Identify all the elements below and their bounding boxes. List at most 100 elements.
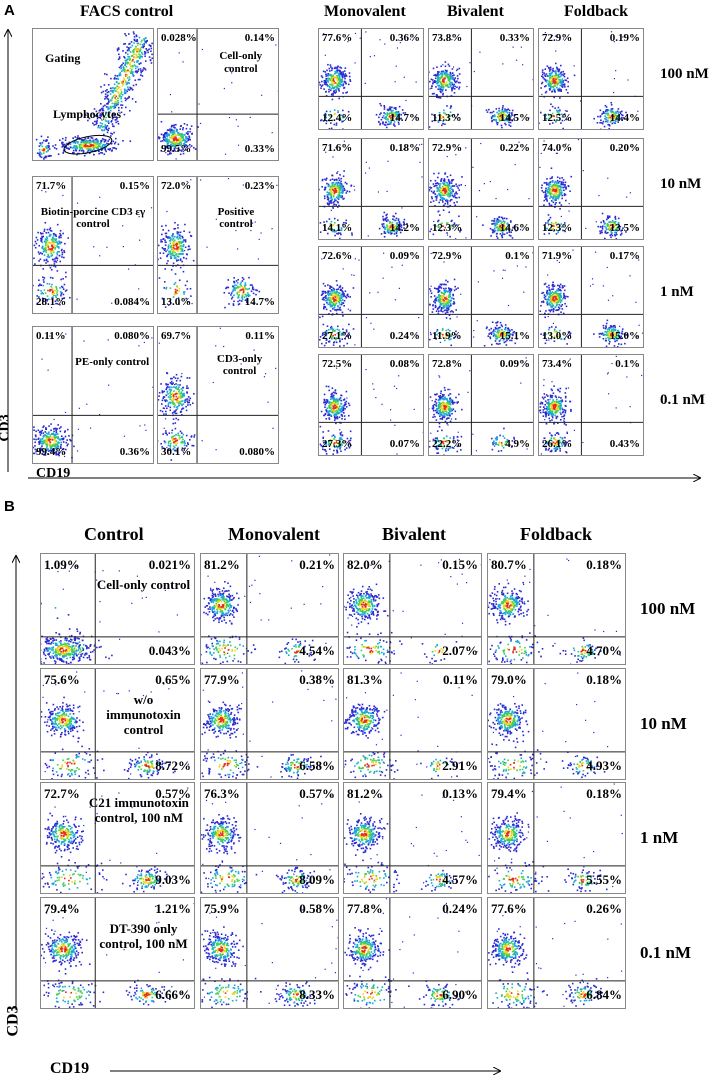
event-dot xyxy=(114,77,116,79)
event-dot xyxy=(176,253,178,255)
event-dot xyxy=(173,390,175,392)
event-dot xyxy=(175,377,177,379)
event-dot xyxy=(601,230,603,232)
event-dot xyxy=(444,203,446,205)
panel-label: A xyxy=(4,2,15,19)
event-dot xyxy=(173,243,175,245)
event-dot xyxy=(175,257,177,259)
event-dot xyxy=(334,188,336,190)
event-dot xyxy=(186,387,188,389)
event-dot xyxy=(129,43,131,45)
event-dot xyxy=(48,248,50,250)
event-dot xyxy=(133,42,135,44)
event-dot xyxy=(331,210,332,211)
event-dot xyxy=(62,195,63,196)
event-dot xyxy=(41,153,43,155)
event-dot xyxy=(510,125,512,127)
event-dot xyxy=(474,71,475,72)
event-dot xyxy=(382,225,384,227)
event-dot xyxy=(539,167,540,168)
event-dot xyxy=(487,111,489,113)
event-dot xyxy=(122,62,124,64)
event-dot xyxy=(35,241,37,243)
event-dot xyxy=(476,216,477,217)
event-dot xyxy=(94,313,95,314)
event-dot xyxy=(40,144,42,146)
event-dot xyxy=(465,147,466,148)
event-dot xyxy=(52,291,54,293)
event-dot xyxy=(47,240,49,242)
event-dot xyxy=(381,119,383,121)
event-dot xyxy=(144,55,146,57)
event-dot xyxy=(616,238,618,240)
event-dot xyxy=(174,133,176,135)
event-dot xyxy=(170,399,172,401)
event-dot xyxy=(168,135,170,137)
event-dot xyxy=(182,439,184,441)
event-dot xyxy=(443,239,445,240)
event-dot xyxy=(40,258,42,260)
event-dot xyxy=(498,108,500,110)
event-dot xyxy=(177,419,179,421)
event-dot xyxy=(609,124,611,126)
event-dot xyxy=(239,287,241,289)
event-dot xyxy=(344,78,346,80)
event-dot xyxy=(192,402,194,404)
event-dot xyxy=(180,400,182,402)
event-dot xyxy=(552,68,554,70)
event-dot xyxy=(512,237,514,239)
event-dot xyxy=(55,266,57,268)
event-dot xyxy=(345,92,347,94)
event-dot xyxy=(337,190,339,192)
event-dot xyxy=(237,248,238,249)
event-dot xyxy=(122,81,124,83)
event-dot xyxy=(583,170,584,171)
event-dot xyxy=(180,250,182,252)
event-dot xyxy=(565,182,567,184)
event-dot xyxy=(440,199,442,201)
event-dot xyxy=(61,143,63,145)
event-dot xyxy=(334,218,336,220)
event-dot xyxy=(554,182,556,184)
event-dot xyxy=(495,119,497,121)
event-dot xyxy=(130,72,132,74)
event-dot xyxy=(79,145,81,147)
event-dot xyxy=(135,84,137,86)
event-dot xyxy=(122,140,124,142)
event-dot xyxy=(38,429,40,431)
event-dot xyxy=(493,111,495,113)
quadrant-lr: 14.5% xyxy=(500,112,530,124)
quadrant-ll: 99.4% xyxy=(36,446,66,458)
event-dot xyxy=(178,391,180,393)
facs-plot: 71.6%0.18%14.1%14.2% xyxy=(318,138,424,240)
event-dot xyxy=(100,122,102,124)
event-dot xyxy=(175,124,177,126)
event-dot xyxy=(243,291,245,293)
event-dot xyxy=(43,140,45,142)
event-dot xyxy=(165,405,167,407)
event-dot xyxy=(135,68,137,70)
event-dot xyxy=(563,84,565,86)
event-dot xyxy=(446,84,448,86)
facs-plot: 69.7%0.11%30.1%0.080%CD3-only control xyxy=(157,326,279,464)
event-dot xyxy=(553,97,555,99)
event-dot xyxy=(616,234,618,236)
event-dot xyxy=(241,300,243,302)
event-dot xyxy=(140,62,142,64)
event-dot xyxy=(168,396,170,398)
event-dot xyxy=(171,394,173,396)
event-dot xyxy=(491,112,493,114)
event-dot xyxy=(550,86,552,88)
column-header: Control xyxy=(84,524,144,545)
event-dot xyxy=(160,141,162,143)
panel-label: B xyxy=(4,498,15,515)
event-dot xyxy=(183,291,185,293)
event-dot xyxy=(599,230,601,232)
event-dot xyxy=(44,241,46,243)
event-dot xyxy=(492,232,494,234)
event-dot xyxy=(42,285,44,287)
event-dot xyxy=(100,152,102,154)
event-dot xyxy=(458,185,460,187)
event-dot xyxy=(107,125,109,127)
scatter xyxy=(33,29,154,161)
